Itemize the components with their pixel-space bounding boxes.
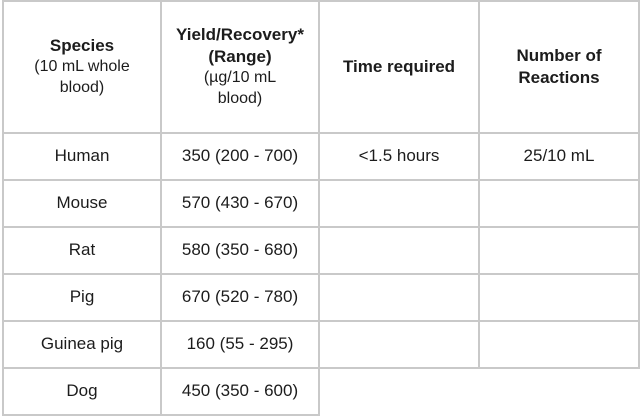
cell-yield: 450 (350 - 600): [181, 381, 299, 401]
cell-species: Human: [54, 146, 110, 166]
row-mouse-reactions: [480, 181, 640, 228]
row-guinea-pig-time: [320, 322, 480, 369]
row-human-yield: 350 (200 - 700): [162, 134, 320, 181]
header-species-sub2: blood): [59, 79, 105, 97]
header-yield: Yield/Recovery* (Range) (µg/10 mL blood): [162, 0, 320, 134]
header-yield-title2: (Range): [208, 47, 272, 67]
row-pig-reactions: [480, 275, 640, 322]
header-yield-sub2: blood): [217, 90, 263, 108]
row-mouse-yield: 570 (430 - 670): [162, 181, 320, 228]
row-mouse-time: [320, 181, 480, 228]
header-reactions-title1: Number of: [516, 45, 602, 65]
row-dog-yield: 450 (350 - 600): [162, 369, 320, 416]
row-dog-species: Dog: [2, 369, 162, 416]
cell-yield: 160 (55 - 295): [186, 334, 294, 354]
row-guinea-pig-species: Guinea pig: [2, 322, 162, 369]
header-reactions-title2: Reactions: [518, 68, 600, 87]
cell-time: <1.5 hours: [358, 146, 440, 166]
row-pig-yield: 670 (520 - 780): [162, 275, 320, 322]
header-species-sub1: (10 mL whole: [34, 58, 130, 76]
header-time-title: Time required: [342, 56, 456, 76]
header-yield-title1: Yield/Recovery*: [176, 25, 304, 45]
cell-species: Dog: [66, 381, 98, 401]
cell-species: Pig: [69, 287, 95, 307]
row-human-reactions: 25/10 mL: [480, 134, 640, 181]
cell-species: Rat: [68, 240, 96, 260]
header-reactions: Number of Reactions: [480, 0, 640, 134]
cell-yield: 670 (520 - 780): [181, 287, 299, 307]
row-human-species: Human: [2, 134, 162, 181]
row-guinea-pig-reactions: [480, 322, 640, 369]
row-pig-species: Pig: [2, 275, 162, 322]
cell-species: Guinea pig: [40, 334, 124, 354]
header-yield-sub1: (µg/10 mL: [203, 69, 277, 87]
row-rat-reactions: [480, 228, 640, 275]
header-species: Species (10 mL whole blood): [2, 0, 162, 134]
row-rat-species: Rat: [2, 228, 162, 275]
cell-yield: 570 (430 - 670): [181, 193, 299, 213]
cell-yield: 580 (350 - 680): [181, 240, 299, 260]
row-rat-yield: 580 (350 - 680): [162, 228, 320, 275]
row-pig-time: [320, 275, 480, 322]
header-species-title: Species: [49, 36, 115, 56]
header-time: Time required: [320, 0, 480, 134]
cell-reactions: 25/10 mL: [523, 146, 595, 166]
cell-yield: 350 (200 - 700): [181, 146, 299, 166]
row-rat-time: [320, 228, 480, 275]
row-human-time: <1.5 hours: [320, 134, 480, 181]
cell-species: Mouse: [56, 193, 108, 213]
row-mouse-species: Mouse: [2, 181, 162, 228]
row-guinea-pig-yield: 160 (55 - 295): [162, 322, 320, 369]
